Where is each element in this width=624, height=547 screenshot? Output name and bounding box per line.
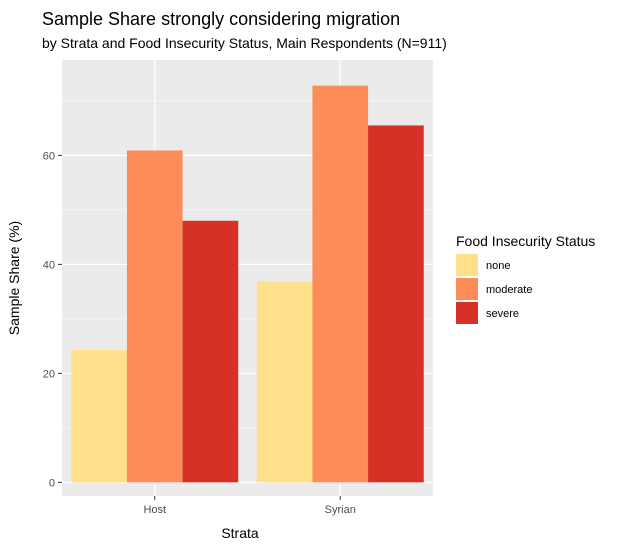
bar-host-moderate	[126, 150, 183, 483]
legend-label-none: none	[486, 260, 510, 272]
x-tick-label: Syrian	[325, 504, 356, 516]
bar-syrian-severe	[368, 125, 424, 483]
legend-key-severe	[456, 302, 478, 324]
y-tick-label: 40	[43, 259, 55, 271]
legend-label-severe: severe	[486, 308, 519, 320]
x-tick-label: Host	[143, 504, 166, 516]
legend-items: none moderate severe	[456, 254, 532, 324]
bar-host-none	[71, 349, 127, 483]
y-tick-label: 60	[43, 150, 55, 162]
x-axis-title: Strata	[221, 525, 259, 541]
bar-syrian-moderate	[312, 85, 369, 483]
legend-key-moderate	[456, 278, 478, 300]
x-axis-ticks: Host Syrian	[143, 496, 356, 516]
y-tick-label: 20	[43, 368, 55, 380]
legend-title: Food Insecurity Status	[456, 233, 595, 249]
legend: Food Insecurity Status none moderate sever…	[456, 233, 595, 324]
bars	[71, 85, 424, 483]
bar-syrian-none	[256, 281, 313, 483]
legend-label-moderate: moderate	[486, 284, 532, 296]
y-axis-ticks: 0 20 40 60	[43, 150, 62, 489]
chart-subtitle: by Strata and Food Insecurity Status, Ma…	[42, 35, 447, 51]
chart-title: Sample Share strongly considering migrat…	[42, 9, 400, 29]
legend-key-none	[456, 254, 478, 276]
y-axis-title: Sample Share (%)	[6, 221, 22, 335]
bar-host-severe	[182, 220, 239, 483]
y-tick-label: 0	[49, 477, 55, 489]
